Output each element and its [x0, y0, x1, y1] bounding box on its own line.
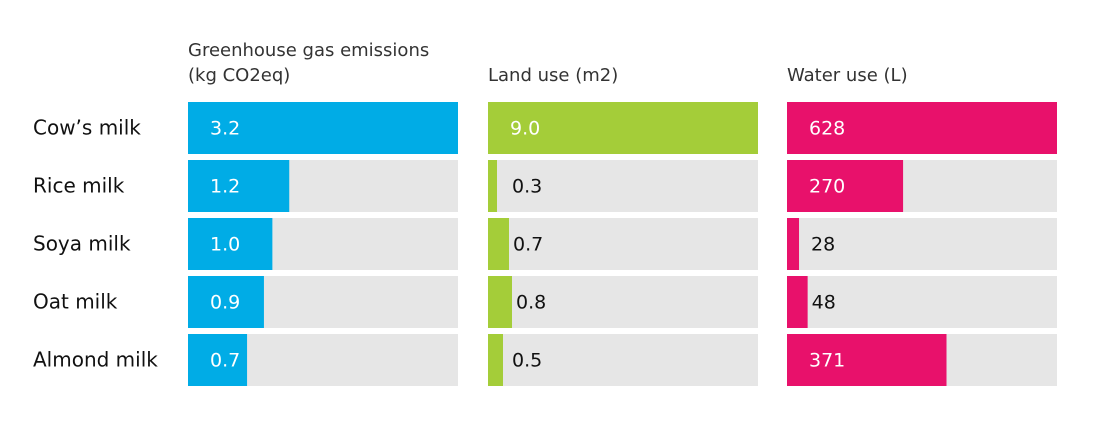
panel-title: Land use (m2): [488, 65, 619, 86]
value-label: 1.0: [210, 234, 240, 256]
bar-track: [488, 334, 758, 386]
value-label: 48: [812, 292, 836, 314]
bar-track: [488, 160, 758, 212]
value-label: 0.5: [512, 350, 542, 372]
bar: [488, 160, 497, 212]
value-label: 270: [809, 176, 845, 198]
value-label: 0.7: [513, 234, 543, 256]
category-label: Cow’s milk: [33, 116, 141, 140]
panel-title: Greenhouse gas emissions (kg CO2eq): [188, 40, 430, 86]
bar: [188, 276, 264, 328]
panel-title: Water use (L): [787, 65, 908, 86]
category-label: Rice milk: [33, 174, 125, 198]
bar: [188, 218, 273, 270]
bar: [488, 218, 509, 270]
value-label: 0.3: [512, 176, 542, 198]
value-label: 28: [811, 234, 835, 256]
bar-track: [787, 218, 1057, 270]
bar: [188, 102, 458, 154]
value-label: 628: [809, 118, 845, 140]
bar-track: [787, 276, 1057, 328]
bar: [488, 102, 758, 154]
value-label: 0.9: [210, 292, 240, 314]
bar: [488, 334, 503, 386]
bar: [787, 334, 947, 386]
value-label: 1.2: [210, 176, 240, 198]
value-label: 0.7: [210, 350, 240, 372]
value-label: 3.2: [210, 118, 240, 140]
category-label: Almond milk: [33, 348, 158, 372]
bar: [188, 334, 248, 386]
category-label: Oat milk: [33, 290, 118, 314]
bar: [787, 276, 808, 328]
value-label: 9.0: [510, 118, 540, 140]
bar: [787, 218, 800, 270]
value-label: 0.8: [516, 292, 546, 314]
bar-track: [488, 276, 758, 328]
bar: [188, 160, 290, 212]
category-label: Soya milk: [33, 232, 131, 256]
bar-track: [488, 218, 758, 270]
bar: [787, 102, 1057, 154]
bar: [787, 160, 904, 212]
bar: [488, 276, 512, 328]
value-label: 371: [809, 350, 845, 372]
